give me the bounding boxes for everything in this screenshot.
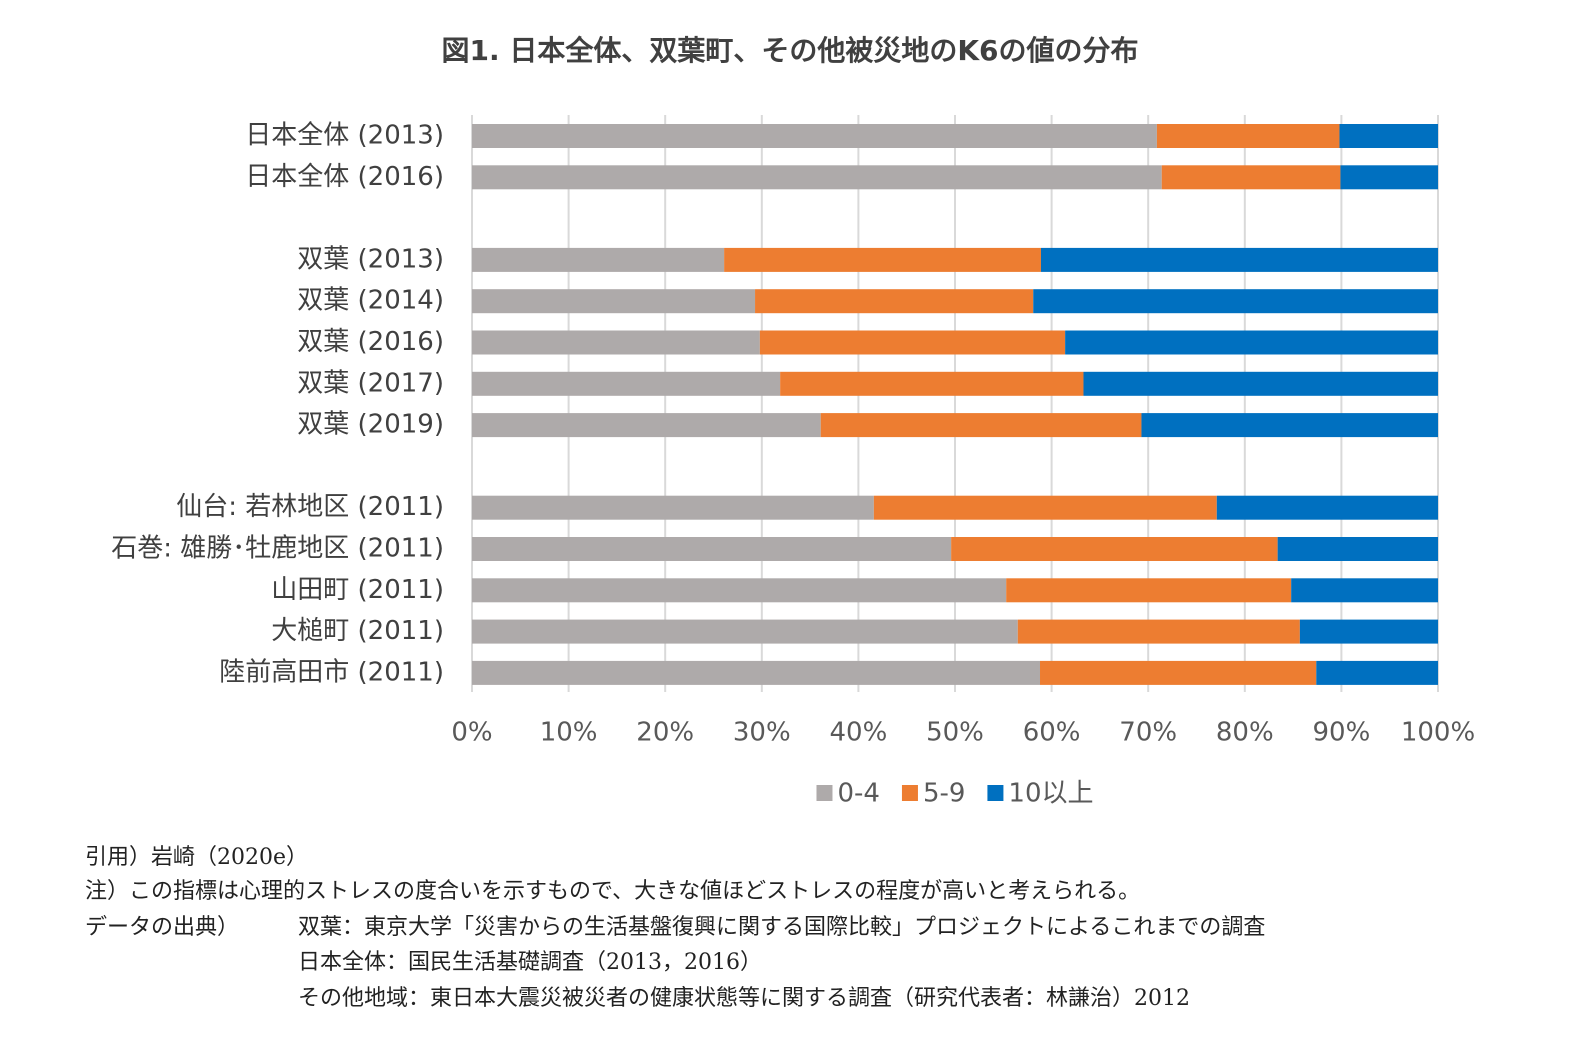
bar-segment (724, 247, 1041, 272)
bar-segment (472, 619, 1018, 644)
bar-segment (472, 371, 781, 396)
bar-segment (1161, 165, 1341, 190)
bar-segment (472, 495, 874, 520)
bar-segment (472, 413, 821, 438)
x-tick-label: 60% (1023, 718, 1081, 748)
bar-segment (1291, 578, 1438, 603)
x-tick-label: 80% (1216, 718, 1274, 748)
legend-label: 10以上 (1008, 779, 1093, 809)
legend-swatch (901, 785, 918, 801)
bar-segment (1083, 371, 1438, 396)
bar-segment (1156, 124, 1340, 148)
note: 注）この指標は心理的ストレスの度合いを示すもので、大きな値ほどストレスの程度が高… (85, 879, 1140, 904)
source: 日本全体：国民生活基礎調査（2013，2016） (298, 950, 762, 975)
bar-segment (472, 578, 1007, 603)
bar-segment (472, 247, 725, 272)
x-tick-label: 10% (540, 718, 598, 748)
legend-swatch (987, 785, 1004, 801)
bar-segment (1277, 537, 1438, 561)
bar-segment (1299, 619, 1438, 644)
bar-segment (780, 371, 1084, 396)
source-label: データの出典） (85, 915, 239, 940)
bar-segment (472, 330, 760, 355)
bar-segment (759, 330, 1066, 355)
y-tick-label: 双葉 (2017) (297, 368, 444, 398)
x-tick-label: 30% (733, 718, 791, 748)
bar-segment (1141, 413, 1438, 438)
legend-label: 5-9 (923, 779, 965, 809)
legend-swatch (816, 785, 833, 801)
bar-segment (472, 289, 756, 314)
y-tick-label: 石巻: 雄勝･牡鹿地区 (2011) (111, 534, 444, 564)
x-tick-label: 100% (1401, 718, 1475, 748)
bar-segment (1216, 495, 1438, 520)
bar-segment (1065, 330, 1438, 355)
source: 双葉：東京大学「災害からの生活基盤復興に関する国際比較」プロジェクトによるこれま… (298, 915, 1265, 940)
bar-segment (1040, 247, 1438, 272)
y-tick-label: 陸前高田市 (2011) (219, 657, 444, 687)
bar-segment (1316, 660, 1438, 685)
bar-segment (873, 495, 1217, 520)
bar-segment (1339, 124, 1438, 148)
bar-segment (755, 289, 1034, 314)
bar-segment (820, 413, 1142, 438)
x-tick-label: 20% (636, 718, 694, 748)
legend-label: 0-4 (837, 779, 879, 809)
y-tick-label: 双葉 (2016) (297, 327, 444, 357)
bar-segment (1033, 289, 1438, 314)
y-tick-label: 双葉 (2019) (297, 410, 444, 440)
x-tick-label: 40% (830, 718, 888, 748)
y-tick-label: 大槌町 (2011) (271, 616, 444, 646)
x-tick-label: 90% (1313, 718, 1371, 748)
bar-segment (1006, 578, 1292, 603)
source: その他地域：東日本大震災被災者の健康状態等に関する調査（研究代表者：林謙治）20… (298, 986, 1190, 1011)
y-tick-label: 双葉 (2013) (297, 244, 444, 274)
y-tick-label: 日本全体 (2013) (245, 121, 444, 151)
y-tick-label: 双葉 (2014) (297, 286, 444, 316)
y-tick-label: 山田町 (2011) (271, 575, 444, 605)
chart-title: 図1. 日本全体、双葉町、その他被災地のK6の値の分布 (441, 34, 1138, 67)
bar-segment (951, 537, 1278, 561)
bar-segment (472, 537, 952, 561)
bar-segment (472, 165, 1162, 190)
y-tick-label: 日本全体 (2016) (245, 162, 444, 192)
bar-segment (1340, 165, 1438, 190)
x-tick-label: 70% (1119, 718, 1177, 748)
bar-segment (1040, 660, 1317, 685)
citation: 引用）岩崎（2020e） (85, 845, 308, 870)
y-tick-label: 仙台: 若林地区 (2011) (176, 492, 444, 522)
bar-segment (472, 660, 1041, 685)
x-tick-label: 0% (451, 718, 492, 748)
bar-segment (472, 124, 1157, 148)
bar-segment (1017, 619, 1300, 644)
x-tick-label: 50% (926, 718, 984, 748)
